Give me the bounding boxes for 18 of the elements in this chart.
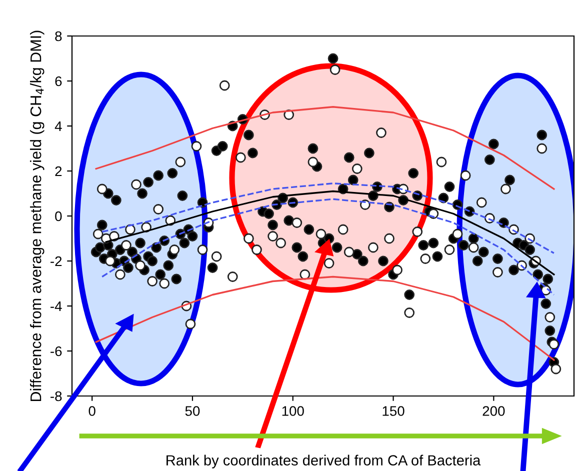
x-axis-title: Rank by coordinates derived from CA of Bacteria [166,454,481,468]
line-series [95,106,555,190]
x-tick-label: 200 [482,406,505,416]
y-tick-label: 4 [54,121,62,132]
x-tick-label: 150 [382,406,404,416]
line-series [101,198,555,296]
x-tick-label: 50 [185,406,200,416]
x-tick-label: 100 [282,406,304,416]
y-axis-title: Difference from average methane yield (g CH$_{4}$/kg DMI) [30,30,44,402]
y-tick-label: 8 [55,31,62,42]
y-tick-label: 6 [55,76,62,86]
y-tick-label: -4 [50,301,62,312]
y-tick-label: 0 [55,211,62,222]
x-tick-label: 0 [88,406,96,416]
y-tick-label: -2 [50,256,62,266]
y-tick-label: -8 [50,391,62,402]
y-tick-label: -6 [50,346,62,356]
y-tick-label: 2 [55,166,62,176]
